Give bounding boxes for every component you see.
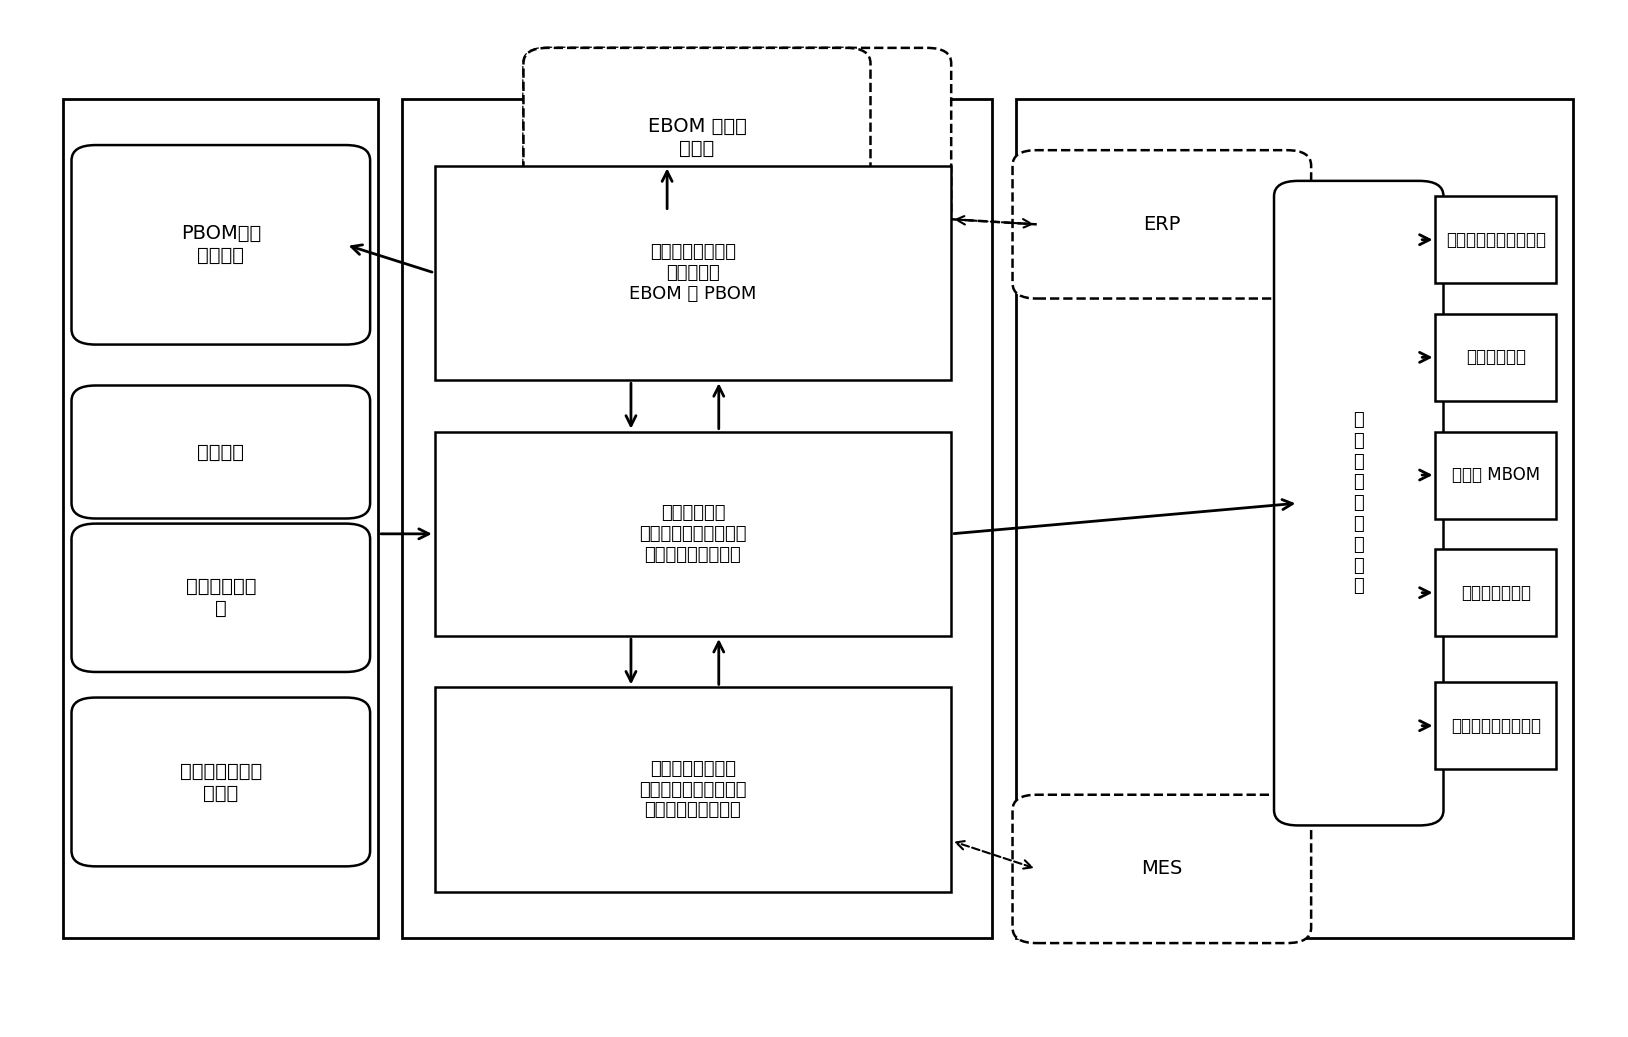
Bar — [63, 99, 378, 938]
Text: 工装模型: 工装模型 — [197, 443, 244, 461]
Text: 装配工艺方法（图文）: 装配工艺方法（图文） — [1446, 230, 1547, 249]
Text: 可视化装配资源: 可视化装配资源 — [1460, 584, 1530, 601]
Text: MES: MES — [1141, 860, 1182, 878]
Bar — [1016, 99, 1573, 938]
Bar — [402, 99, 991, 938]
Bar — [1436, 314, 1556, 401]
Text: 装配过程动画: 装配过程动画 — [1465, 348, 1525, 366]
Bar — [1436, 431, 1556, 518]
Bar — [435, 166, 951, 381]
Text: 现
场
可
视
化
装
配
系
统: 现 场 可 视 化 装 配 系 统 — [1353, 411, 1364, 595]
FancyBboxPatch shape — [524, 48, 871, 227]
Bar — [435, 431, 951, 636]
FancyBboxPatch shape — [72, 698, 370, 866]
FancyBboxPatch shape — [1013, 794, 1311, 943]
FancyBboxPatch shape — [524, 48, 951, 227]
Text: PBOM产品
模型数据: PBOM产品 模型数据 — [181, 224, 260, 265]
Text: 三维装配工艺设计
生产布局、生产线平衡
工装、工具资源调用: 三维装配工艺设计 生产布局、生产线平衡 工装、工具资源调用 — [640, 760, 747, 819]
Text: 装配仿真资源
库: 装配仿真资源 库 — [186, 578, 256, 618]
Text: 数字化装配工艺
知识库: 数字化装配工艺 知识库 — [179, 761, 262, 803]
Text: 三维装配工艺规划
模型轻量化
EBOM 转 PBOM: 三维装配工艺规划 模型轻量化 EBOM 转 PBOM — [630, 243, 757, 303]
Bar — [1436, 196, 1556, 283]
Text: EBOM 产品数
据导入: EBOM 产品数 据导入 — [648, 117, 746, 158]
Text: ERP: ERP — [1143, 215, 1180, 234]
Bar — [1436, 682, 1556, 769]
Bar — [435, 688, 951, 892]
Text: 可视化 MBOM: 可视化 MBOM — [1452, 466, 1540, 484]
FancyBboxPatch shape — [1275, 180, 1444, 825]
FancyBboxPatch shape — [72, 524, 370, 672]
FancyBboxPatch shape — [1013, 150, 1311, 299]
Text: 可视化装配质量记录: 可视化装配质量记录 — [1451, 717, 1542, 734]
Text: 装配仿真验证
生产布局、生产线平衡
工装、工具资源调用: 装配仿真验证 生产布局、生产线平衡 工装、工具资源调用 — [640, 504, 747, 564]
FancyBboxPatch shape — [72, 386, 370, 518]
Bar — [1436, 550, 1556, 636]
FancyBboxPatch shape — [72, 145, 370, 344]
